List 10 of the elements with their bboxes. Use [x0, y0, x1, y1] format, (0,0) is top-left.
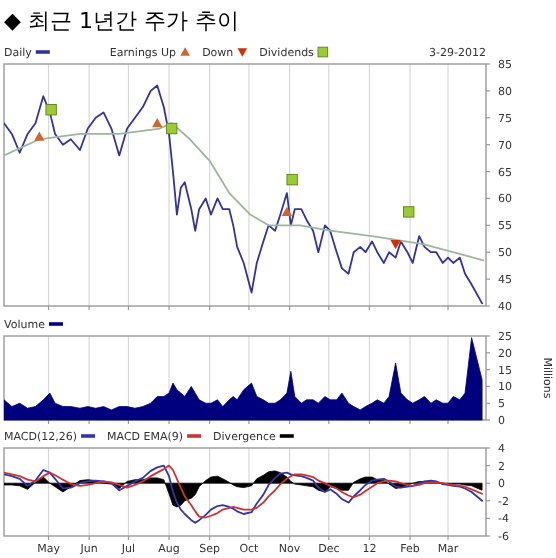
point — [403, 206, 415, 218]
point — [281, 206, 293, 217]
point — [45, 104, 57, 116]
line-series — [4, 84, 483, 305]
point — [390, 240, 401, 250]
point — [165, 122, 178, 135]
point — [152, 117, 163, 128]
chart-title: ◆ 최근 1년간 주가 추이 — [4, 8, 239, 34]
point — [286, 173, 298, 186]
point — [34, 131, 45, 141]
